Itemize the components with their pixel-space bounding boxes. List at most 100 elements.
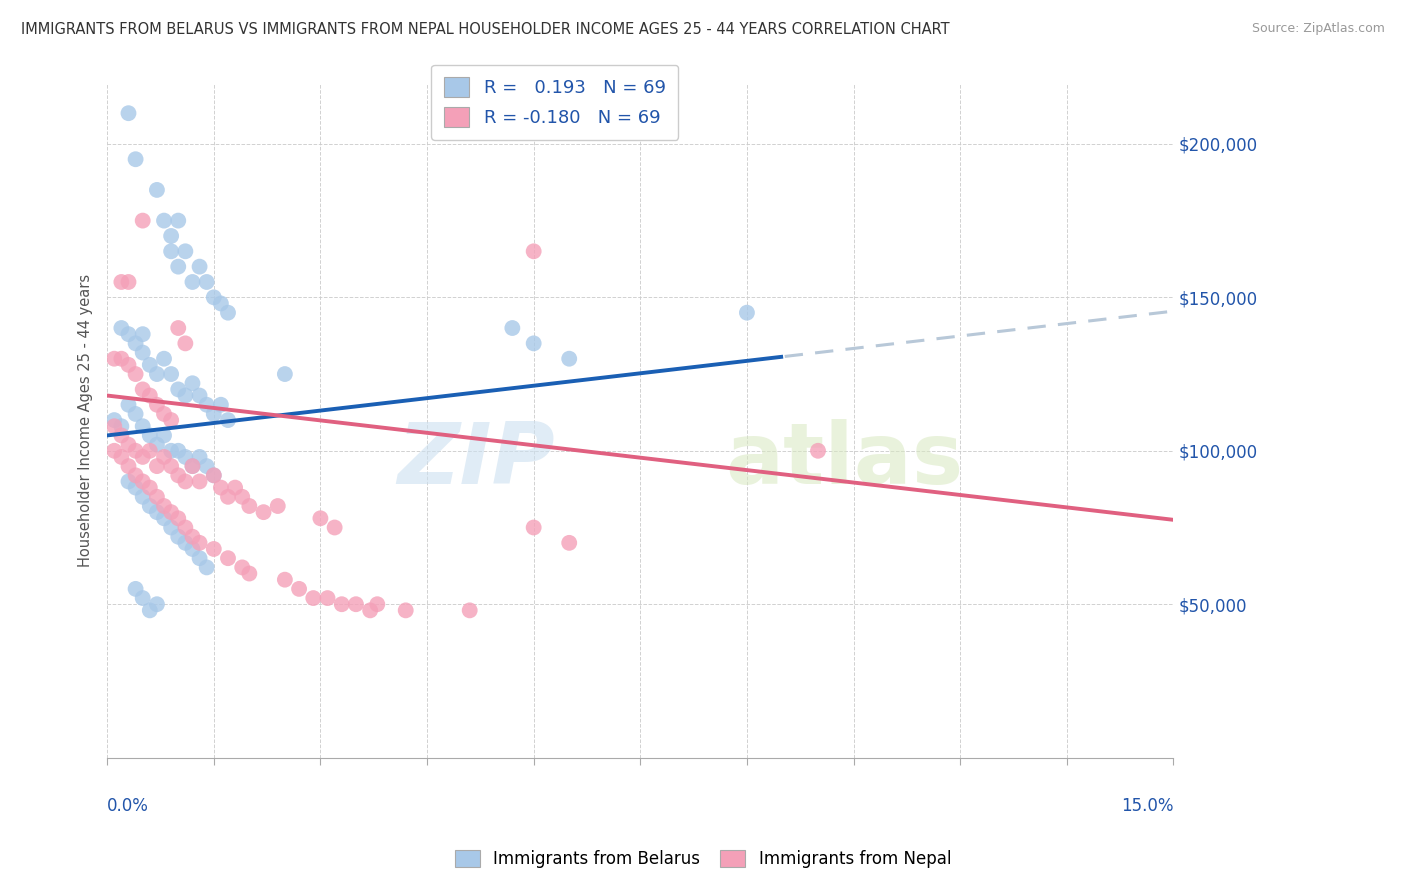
Legend: Immigrants from Belarus, Immigrants from Nepal: Immigrants from Belarus, Immigrants from… bbox=[449, 843, 957, 875]
Point bbox=[117, 275, 139, 289]
Point bbox=[238, 499, 260, 513]
Point bbox=[224, 481, 246, 495]
Point bbox=[103, 413, 125, 427]
Point bbox=[160, 244, 183, 259]
Point bbox=[167, 383, 190, 397]
Point bbox=[735, 306, 758, 320]
Point bbox=[217, 306, 239, 320]
Point bbox=[146, 183, 169, 197]
Point bbox=[139, 388, 162, 402]
Point bbox=[288, 582, 311, 596]
Point bbox=[231, 490, 253, 504]
Point bbox=[124, 153, 146, 167]
Point bbox=[146, 505, 169, 519]
Point bbox=[146, 490, 169, 504]
Point bbox=[188, 536, 211, 550]
Point bbox=[274, 367, 297, 381]
Point bbox=[202, 541, 225, 556]
Point bbox=[252, 505, 274, 519]
Point bbox=[501, 321, 523, 335]
Point bbox=[174, 244, 197, 259]
Point bbox=[124, 443, 146, 458]
Point bbox=[139, 481, 162, 495]
Point bbox=[323, 520, 346, 534]
Point bbox=[188, 475, 211, 489]
Text: Source: ZipAtlas.com: Source: ZipAtlas.com bbox=[1251, 22, 1385, 36]
Point bbox=[146, 367, 169, 381]
Point bbox=[174, 536, 197, 550]
Point bbox=[160, 229, 183, 244]
Point bbox=[139, 499, 162, 513]
Point bbox=[188, 388, 211, 402]
Point bbox=[146, 398, 169, 412]
Point bbox=[167, 260, 190, 274]
Point bbox=[238, 566, 260, 581]
Point bbox=[458, 603, 481, 617]
Point bbox=[174, 520, 197, 534]
Point bbox=[131, 213, 153, 227]
Point bbox=[160, 367, 183, 381]
Point bbox=[131, 383, 153, 397]
Point bbox=[146, 437, 169, 451]
Point bbox=[160, 520, 183, 534]
Point bbox=[195, 275, 218, 289]
Point bbox=[174, 388, 197, 402]
Point bbox=[309, 511, 332, 525]
Point bbox=[523, 336, 546, 351]
Point bbox=[188, 260, 211, 274]
Point bbox=[117, 327, 139, 342]
Point bbox=[202, 407, 225, 421]
Point bbox=[330, 597, 353, 611]
Point bbox=[558, 536, 581, 550]
Point bbox=[131, 450, 153, 464]
Point bbox=[131, 475, 153, 489]
Text: IMMIGRANTS FROM BELARUS VS IMMIGRANTS FROM NEPAL HOUSEHOLDER INCOME AGES 25 - 44: IMMIGRANTS FROM BELARUS VS IMMIGRANTS FR… bbox=[21, 22, 949, 37]
Point bbox=[124, 336, 146, 351]
Point bbox=[366, 597, 388, 611]
Point bbox=[124, 468, 146, 483]
Point bbox=[110, 450, 132, 464]
Point bbox=[167, 468, 190, 483]
Point bbox=[167, 321, 190, 335]
Text: ZIP: ZIP bbox=[398, 419, 555, 502]
Point bbox=[139, 428, 162, 442]
Point bbox=[153, 428, 176, 442]
Point bbox=[131, 419, 153, 434]
Point bbox=[231, 560, 253, 574]
Point bbox=[181, 530, 204, 544]
Point bbox=[174, 450, 197, 464]
Point bbox=[188, 450, 211, 464]
Point bbox=[124, 582, 146, 596]
Point bbox=[167, 213, 190, 227]
Point bbox=[153, 213, 176, 227]
Point bbox=[110, 419, 132, 434]
Point bbox=[807, 443, 830, 458]
Point bbox=[195, 459, 218, 474]
Point bbox=[209, 481, 232, 495]
Point bbox=[217, 490, 239, 504]
Point bbox=[103, 443, 125, 458]
Point bbox=[202, 468, 225, 483]
Point bbox=[103, 419, 125, 434]
Point bbox=[117, 106, 139, 120]
Point bbox=[202, 468, 225, 483]
Point bbox=[316, 591, 339, 606]
Point bbox=[110, 275, 132, 289]
Y-axis label: Householder Income Ages 25 - 44 years: Householder Income Ages 25 - 44 years bbox=[79, 274, 93, 566]
Point bbox=[153, 407, 176, 421]
Point bbox=[131, 490, 153, 504]
Point bbox=[153, 499, 176, 513]
Point bbox=[558, 351, 581, 366]
Point bbox=[523, 520, 546, 534]
Point bbox=[217, 551, 239, 566]
Point bbox=[188, 551, 211, 566]
Point bbox=[139, 443, 162, 458]
Point bbox=[523, 244, 546, 259]
Point bbox=[160, 443, 183, 458]
Point bbox=[117, 398, 139, 412]
Point bbox=[181, 376, 204, 391]
Point bbox=[174, 336, 197, 351]
Point bbox=[274, 573, 297, 587]
Legend: R =   0.193   N = 69, R = -0.180   N = 69: R = 0.193 N = 69, R = -0.180 N = 69 bbox=[432, 64, 679, 139]
Point bbox=[146, 597, 169, 611]
